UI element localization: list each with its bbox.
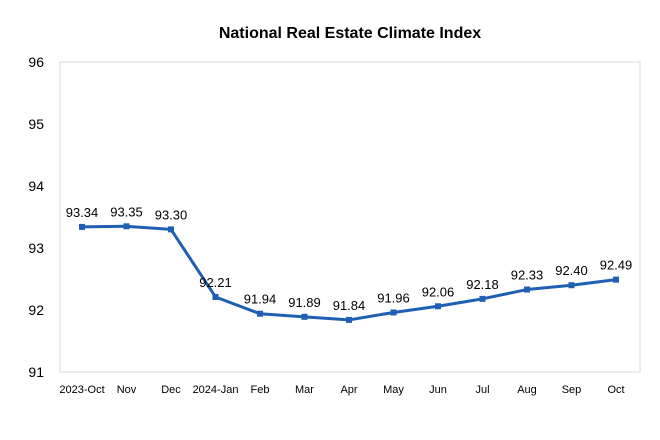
x-tick-label: Feb [251, 384, 270, 396]
x-tick-label: May [383, 384, 404, 396]
data-label: 92.18 [466, 277, 499, 292]
y-axis: 91 92 93 94 95 96 [28, 54, 44, 380]
data-point-marker [479, 295, 486, 302]
x-tick-label: Oct [607, 384, 624, 396]
data-point-marker [568, 282, 575, 289]
data-label: 92.40 [555, 263, 588, 278]
x-tick-label: Nov [117, 384, 137, 396]
y-tick-label: 96 [28, 54, 44, 70]
data-label: 92.49 [600, 258, 633, 273]
data-point-marker [435, 303, 441, 310]
data-label: 93.34 [66, 205, 99, 220]
data-label: 92.21 [199, 275, 232, 290]
x-tick-label: 2024-Jan [193, 384, 239, 396]
data-label: 93.30 [155, 207, 188, 222]
data-label: 91.94 [244, 292, 277, 307]
y-tick-label: 91 [28, 364, 44, 380]
x-tick-label: Sep [562, 384, 582, 396]
data-point-marker [346, 316, 352, 323]
x-tick-label: 2023-Oct [59, 384, 104, 396]
y-tick-label: 94 [28, 178, 44, 194]
x-tick-label: Dec [161, 384, 181, 396]
y-tick-label: 95 [28, 116, 44, 132]
x-tick-label: Aug [517, 384, 537, 396]
data-point-marker [524, 286, 530, 293]
data-point-marker [123, 223, 130, 230]
data-point-marker [390, 309, 397, 316]
data-point-marker [257, 310, 263, 317]
y-tick-label: 92 [28, 302, 44, 318]
data-labels: 93.34 93.35 93.30 92.21 91.94 91.89 91.84 91.96… [66, 204, 633, 313]
data-label: 92.06 [422, 284, 455, 299]
data-label: 93.35 [110, 204, 143, 219]
x-tick-label: Mar [295, 384, 314, 396]
data-label: 91.89 [288, 295, 321, 310]
data-point-marker [613, 276, 619, 283]
data-point-marker [212, 293, 219, 300]
data-point-marker [301, 313, 308, 320]
data-label: 91.84 [333, 298, 366, 313]
y-tick-label: 93 [28, 240, 44, 256]
x-axis: 2023-Oct Nov Dec 2024-Jan Feb Mar Apr May Jun Jul… [59, 384, 624, 396]
plot-area-border [59, 61, 641, 373]
chart-title: National Real Estate Climate Index [219, 25, 481, 42]
data-point-marker [79, 223, 85, 230]
x-tick-label: Jun [429, 384, 447, 396]
data-label: 91.96 [377, 290, 410, 305]
data-label: 92.33 [511, 268, 544, 283]
x-tick-label: Jul [475, 384, 489, 396]
x-tick-label: Apr [340, 384, 357, 396]
data-point-marker [168, 226, 174, 233]
series-group [79, 223, 619, 323]
